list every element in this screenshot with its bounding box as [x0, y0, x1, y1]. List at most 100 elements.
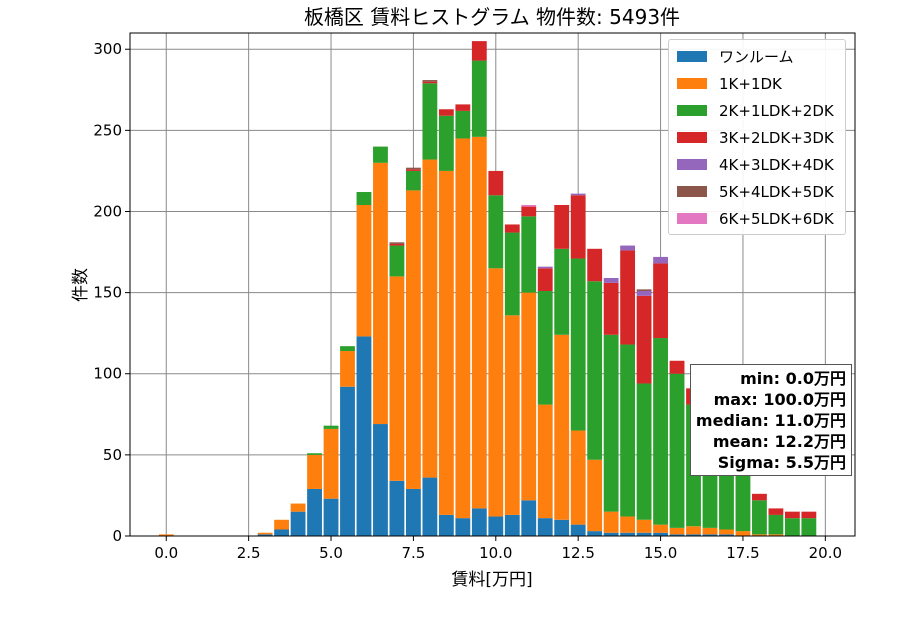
x-tick-label: 7.5 — [401, 544, 425, 562]
bar-segment-0 — [274, 529, 290, 536]
y-axis-label: 件数 — [71, 268, 91, 302]
legend-item: 5K+4LDK+5DK — [669, 178, 845, 205]
legend-swatch — [677, 105, 707, 116]
bar-segment-1 — [389, 276, 405, 481]
bar-segment-2 — [405, 170, 421, 191]
bar-segment-1 — [653, 524, 668, 533]
bar-segment-0 — [620, 532, 636, 536]
legend-item: 6K+5LDK+6DK — [669, 205, 845, 232]
bar-segment-2 — [636, 383, 652, 520]
stat-median: median: 11.0万円 — [695, 411, 846, 430]
bar-segment-2 — [768, 514, 784, 535]
stat-sigma: Sigma: 5.5万円 — [717, 453, 846, 472]
bar-segment-1 — [307, 454, 322, 489]
legend-swatch — [677, 132, 707, 143]
bar-segment-2 — [801, 518, 817, 536]
bar-segment-0 — [438, 514, 454, 536]
bar-segment-1 — [752, 534, 767, 536]
bar-segment-3 — [587, 248, 603, 282]
bar-segment-0 — [373, 424, 388, 536]
bar-segment-2 — [570, 258, 586, 431]
bar-segment-1 — [620, 516, 636, 533]
bar-segment-4 — [603, 278, 619, 283]
bar-segment-3 — [636, 295, 652, 384]
bar-segment-0 — [405, 488, 421, 536]
bar-segment-2 — [784, 518, 800, 536]
bar-segment-0 — [307, 488, 322, 536]
bar-segment-0 — [603, 532, 619, 536]
bar-segment-5 — [405, 167, 421, 170]
legend: ワンルーム 1K+1DK 2K+1LDK+2DK 3K+2LDK+3DK 4K+3LDK… — [668, 39, 846, 235]
bar-segment-2 — [504, 232, 520, 316]
bar-segment-0 — [257, 534, 273, 536]
bar-segment-1 — [686, 526, 701, 535]
bar-segment-0 — [455, 518, 471, 536]
bar-segment-1 — [488, 268, 504, 517]
legend-swatch — [677, 159, 707, 170]
bar-segment-3 — [455, 104, 471, 111]
bar-segment-3 — [669, 360, 685, 374]
y-tick-label: 100 — [93, 365, 122, 383]
stat-max: max: 100.0万円 — [713, 390, 846, 409]
legend-swatch — [677, 186, 707, 197]
bar-segment-1 — [405, 190, 421, 489]
bar-segment-5 — [422, 80, 438, 82]
y-tick-label: 0 — [112, 527, 122, 545]
legend-item: 4K+3LDK+4DK — [669, 151, 845, 178]
bar-segment-2 — [620, 344, 636, 517]
bar-segment-2 — [537, 290, 553, 405]
plot-frame — [129, 32, 856, 537]
x-tick-label: 0.0 — [154, 544, 178, 562]
bar-segment-0 — [587, 531, 603, 536]
legend-label: 1K+1DK — [719, 74, 782, 93]
bar-segment-1 — [438, 170, 454, 515]
bar-segment-3 — [554, 204, 570, 249]
bar-segment-1 — [323, 428, 339, 499]
bar-segment-1 — [768, 534, 784, 536]
bar-segment-6 — [521, 204, 537, 207]
bar-segment-3 — [488, 170, 504, 196]
bar-segment-1 — [603, 511, 619, 533]
x-axis-label: 賃料[万円] — [451, 570, 532, 590]
bar-segment-3 — [570, 195, 586, 259]
bar-segment-0 — [537, 518, 553, 536]
y-tick-label: 50 — [103, 446, 122, 464]
bar-segment-1 — [340, 351, 355, 387]
bar-segment-0 — [504, 514, 520, 536]
bar-segment-0 — [719, 534, 734, 536]
legend-item: ワンルーム — [669, 43, 845, 70]
bar-segment-1 — [554, 334, 570, 520]
stats-annotation: min: 0.0万円 max: 100.0万円 median: 11.0万円 m… — [689, 364, 852, 476]
bar-segment-2 — [752, 500, 767, 535]
bar-segment-1 — [735, 531, 751, 536]
bar-segment-2 — [653, 338, 668, 525]
legend-swatch — [677, 78, 707, 89]
bar-segment-0 — [702, 534, 718, 536]
bars — [158, 41, 817, 536]
x-tick-label: 10.0 — [479, 544, 512, 562]
bar-segment-3 — [620, 250, 636, 345]
stat-mean: mean: 12.2万円 — [712, 432, 846, 451]
bar-segment-3 — [438, 109, 454, 116]
bar-segment-1 — [158, 534, 174, 536]
legend-swatch — [677, 51, 707, 62]
bar-segment-1 — [537, 404, 553, 519]
bar-segment-0 — [340, 386, 355, 536]
bar-segment-0 — [653, 532, 668, 536]
bar-segment-1 — [719, 529, 734, 535]
bar-segment-3 — [471, 41, 487, 61]
bar-segment-1 — [521, 292, 537, 501]
bar-segment-1 — [570, 430, 586, 525]
legend-swatch — [677, 213, 707, 224]
legend-label: 5K+4LDK+5DK — [719, 182, 834, 201]
legend-item: 3K+2LDK+3DK — [669, 124, 845, 151]
legend-label: 4K+3LDK+4DK — [719, 155, 834, 174]
bar-segment-3 — [504, 224, 520, 233]
y-tick-label: 200 — [93, 202, 122, 220]
bar-segment-3 — [537, 268, 553, 291]
x-tick-label: 2.5 — [237, 544, 261, 562]
bar-segment-2 — [735, 458, 751, 532]
bar-segment-2 — [488, 195, 504, 269]
bar-segment-1 — [290, 503, 306, 512]
bar-segment-1 — [504, 315, 520, 515]
